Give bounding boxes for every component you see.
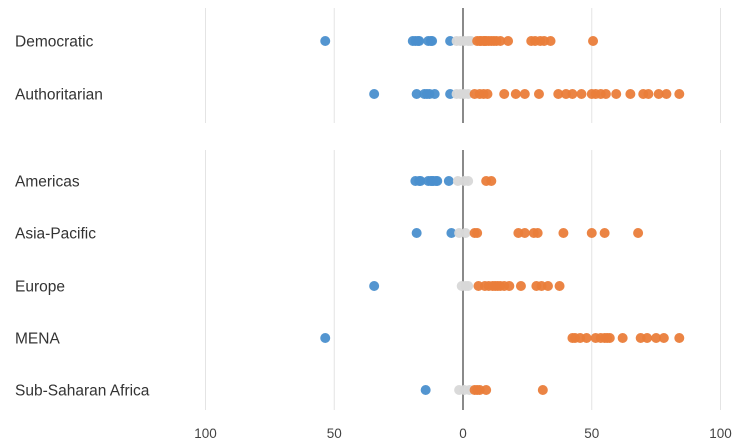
data-point (463, 176, 474, 186)
data-point (482, 89, 493, 99)
data-point (411, 228, 422, 238)
data-point (420, 385, 431, 395)
data-point (411, 89, 422, 99)
x-tick-label: 50 (584, 426, 599, 441)
data-point (460, 228, 471, 238)
data-point (553, 89, 564, 99)
data-point (674, 89, 685, 99)
data-point (576, 89, 587, 99)
row-label: Americas (15, 174, 80, 191)
data-point (558, 228, 569, 238)
data-point (504, 281, 515, 291)
data-point (633, 228, 644, 238)
data-point (446, 228, 457, 238)
data-point (369, 281, 380, 291)
row-label: Asia-Pacific (15, 226, 96, 243)
data-point (503, 36, 514, 46)
data-point (658, 333, 669, 343)
data-point (581, 333, 592, 343)
x-axis-ticks: 100 50 0 50 100 (194, 426, 732, 441)
data-point (414, 36, 425, 46)
data-point (510, 89, 521, 99)
data-point (443, 176, 454, 186)
data-point (320, 333, 331, 343)
data-point (653, 89, 664, 99)
gridlines (205, 8, 721, 410)
x-tick-label: 100 (709, 426, 732, 441)
data-point (651, 333, 662, 343)
row-label: Authoritarian (15, 87, 103, 104)
data-point (600, 89, 611, 99)
data-point (537, 385, 548, 395)
row-label: MENA (15, 331, 60, 348)
data-point (320, 36, 331, 46)
data-point (617, 333, 628, 343)
data-point (481, 385, 492, 395)
data-point (545, 36, 556, 46)
data-point (432, 176, 443, 186)
data-point (429, 89, 440, 99)
data-point (532, 228, 543, 238)
data-point (567, 89, 578, 99)
data-point (533, 89, 544, 99)
data-point (674, 333, 685, 343)
data-point (519, 89, 530, 99)
data-point (554, 281, 565, 291)
data-point (495, 36, 506, 46)
data-point (499, 89, 510, 99)
x-tick-label: 100 (194, 426, 217, 441)
x-tick-label: 0 (459, 426, 467, 441)
data-point (415, 176, 426, 186)
data-point (427, 36, 438, 46)
data-point (369, 89, 380, 99)
data-point (611, 89, 622, 99)
data-point (604, 333, 615, 343)
data-point (519, 228, 530, 238)
data-point (661, 89, 672, 99)
row-label: Europe (15, 279, 65, 296)
data-point (515, 281, 526, 291)
data-point (472, 228, 483, 238)
data-point (586, 228, 597, 238)
row-label: Democratic (15, 34, 94, 51)
x-tick-label: 50 (327, 426, 342, 441)
data-point (463, 281, 474, 291)
data-point (599, 228, 610, 238)
row-labels: Democratic Authoritarian Americas Asia-Paci… (15, 34, 150, 400)
data-points (320, 36, 685, 395)
data-point (642, 333, 653, 343)
data-point (588, 36, 599, 46)
data-point (625, 89, 636, 99)
data-point (486, 176, 497, 186)
data-point (542, 281, 553, 291)
row-label: Sub-Saharan Africa (15, 383, 150, 400)
data-point (643, 89, 654, 99)
